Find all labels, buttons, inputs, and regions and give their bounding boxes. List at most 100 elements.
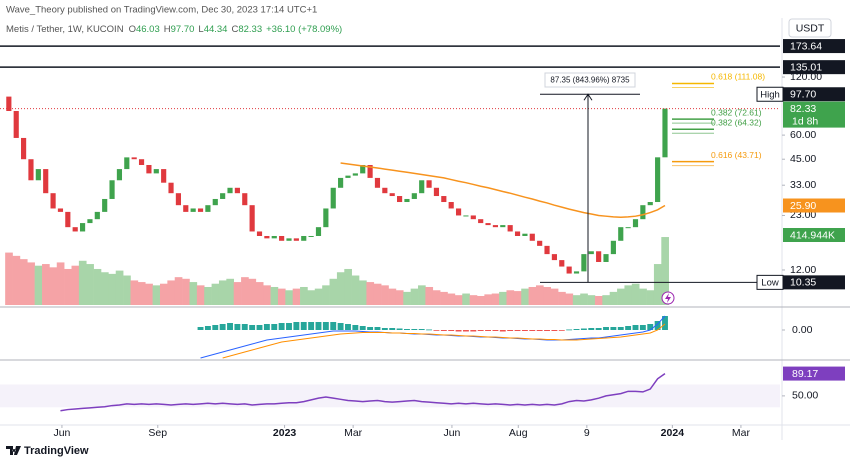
ohlc-value: 82.33 (238, 24, 262, 35)
y-tick-label: 0.00 (792, 324, 813, 336)
macd-histogram (433, 330, 440, 331)
volume-bar (572, 295, 581, 305)
rsi-line (60, 372, 666, 412)
volume-bar (351, 275, 360, 305)
macd-histogram (278, 323, 285, 330)
candle (131, 157, 137, 160)
volume-bar (115, 270, 124, 305)
candle (514, 231, 521, 236)
macd-histogram (654, 321, 661, 330)
volume-bar (189, 282, 198, 305)
volume-bar (130, 280, 139, 305)
price-tag: High (760, 89, 780, 100)
macd-histogram (514, 330, 521, 331)
x-tick-label: Mar (344, 427, 363, 439)
candle (455, 208, 462, 216)
macd-histogram (404, 329, 410, 330)
x-tick-label: Jun (443, 427, 460, 439)
candle (279, 235, 285, 241)
macd-histogram (227, 323, 233, 330)
candle (220, 193, 226, 199)
candle (21, 137, 27, 160)
candle (448, 202, 454, 209)
candle (183, 205, 189, 212)
x-tick-label: Aug (509, 427, 528, 439)
volume-bar (255, 282, 264, 305)
macd-histogram (477, 330, 484, 331)
candle (227, 187, 233, 194)
candle (308, 235, 314, 237)
y-tick-label: 12.00 (790, 264, 816, 276)
price-marker-box (783, 198, 845, 213)
price-marker: 82.33 (790, 103, 816, 115)
currency-box (788, 18, 832, 38)
price-tag-box (756, 274, 784, 290)
volume-bar (329, 278, 338, 305)
macd-histogram (573, 329, 580, 330)
ohlc-value: 44.34 (204, 24, 228, 35)
candle (655, 157, 661, 203)
volume-bar (646, 290, 655, 305)
candle (338, 177, 344, 188)
volume-bar (359, 280, 367, 305)
volume-bar (285, 290, 293, 305)
price-label: 135.01 (790, 61, 822, 73)
macd-histogram (389, 328, 396, 330)
volume-bar (521, 288, 529, 305)
macd-histogram (212, 325, 219, 330)
volume-bar (440, 291, 448, 305)
volume-bar (182, 278, 190, 305)
candle (286, 238, 292, 241)
macd-histogram (426, 329, 433, 331)
candle (433, 187, 440, 197)
candle (367, 164, 373, 178)
candle (116, 169, 123, 181)
macd-histogram (662, 316, 668, 330)
macd-histogram (507, 330, 514, 331)
volume-bar (624, 285, 633, 305)
macd-histogram (204, 326, 211, 330)
candle (374, 177, 381, 188)
candle (529, 233, 535, 241)
rsi-marker-box (783, 366, 845, 381)
volume-bar (499, 291, 507, 305)
macd-histogram (536, 330, 543, 331)
volume-bar (49, 267, 58, 305)
volume-bar (425, 286, 434, 305)
candle (146, 164, 152, 174)
candle (625, 227, 631, 229)
candle (559, 260, 565, 267)
candle (242, 193, 248, 206)
price-label-box (783, 39, 845, 54)
volume-bar (535, 285, 544, 305)
candle (382, 187, 388, 194)
volume-bar (196, 285, 205, 305)
candle (28, 159, 34, 181)
volume-bar (558, 291, 566, 305)
candle (301, 235, 307, 241)
candle (65, 211, 71, 228)
macd-histogram (588, 328, 595, 330)
candle (87, 219, 93, 224)
candle (647, 202, 653, 206)
candle (197, 208, 204, 212)
fib-label: 0.382 (64.32) (711, 118, 762, 128)
volume-bar (587, 295, 596, 305)
candle (161, 169, 167, 183)
candle (330, 187, 336, 209)
price-tag: Low (761, 277, 779, 288)
volume-bar (565, 293, 574, 305)
candle (470, 215, 476, 220)
volume-bar (307, 290, 316, 305)
x-tick-label: 2023 (273, 427, 297, 439)
candle (249, 205, 255, 232)
ohlc-value: 46.03 (136, 24, 160, 35)
volume-bar (152, 285, 161, 305)
macd-histogram (315, 322, 322, 330)
y-tick-label: 33.00 (790, 179, 816, 191)
volume-bar (56, 262, 65, 305)
volume-bar (137, 282, 146, 305)
volume-bar (373, 283, 382, 305)
volume-bar (395, 290, 404, 305)
